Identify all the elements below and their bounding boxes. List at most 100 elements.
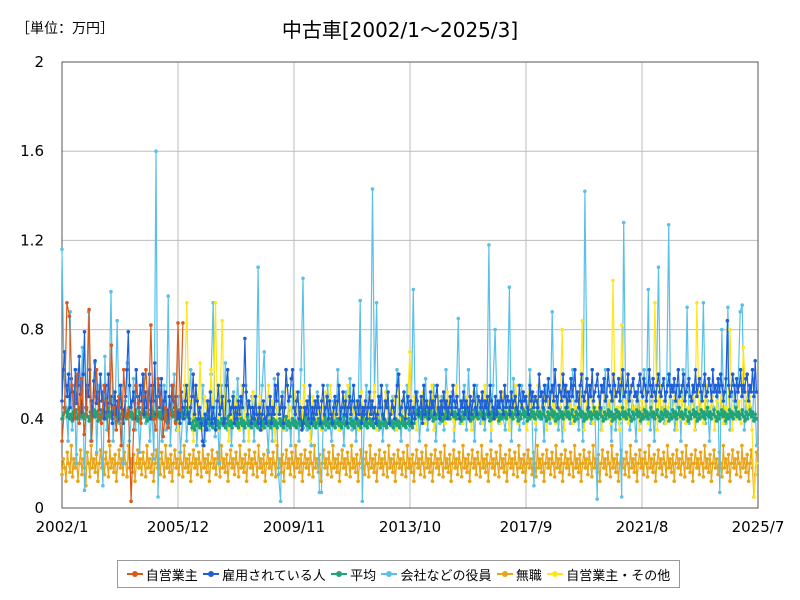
data-point — [642, 367, 646, 372]
data-point — [257, 394, 262, 399]
data-point — [368, 443, 372, 448]
data-point — [692, 414, 697, 419]
data-point — [518, 399, 523, 403]
data-point — [511, 417, 515, 421]
data-point — [537, 414, 541, 419]
data-point — [465, 394, 470, 399]
data-point — [374, 421, 378, 426]
legend-item: 雇用されている人 — [203, 565, 326, 584]
data-point — [475, 450, 480, 455]
data-point — [562, 461, 566, 466]
data-point — [230, 466, 234, 470]
data-point — [395, 367, 399, 372]
data-point — [351, 383, 356, 388]
data-point — [278, 499, 283, 504]
data-point — [562, 412, 567, 417]
data-point — [742, 428, 747, 432]
data-point — [645, 410, 649, 414]
data-point — [715, 394, 719, 399]
data-point — [323, 428, 328, 432]
data-point — [599, 383, 604, 388]
data-point — [444, 399, 449, 403]
data-point — [672, 414, 676, 419]
data-point — [430, 479, 435, 484]
data-point — [69, 412, 73, 417]
data-point — [298, 405, 303, 410]
y-tick-label: 0.8 — [20, 321, 44, 339]
data-point — [703, 372, 707, 377]
data-point — [742, 457, 747, 461]
data-point — [652, 390, 657, 394]
data-point — [316, 417, 321, 421]
data-point — [464, 399, 469, 403]
data-point — [692, 461, 696, 466]
data-point — [442, 417, 447, 421]
data-point — [480, 421, 485, 426]
data-point — [195, 472, 200, 477]
data-point — [153, 361, 157, 365]
data-point — [721, 443, 726, 448]
data-point — [191, 419, 196, 423]
data-point — [247, 423, 251, 428]
data-point — [517, 428, 522, 432]
data-point — [715, 399, 719, 403]
data-point — [434, 466, 439, 470]
data-point — [619, 383, 624, 388]
data-point — [547, 417, 551, 421]
data-point — [602, 410, 607, 414]
data-point — [354, 421, 358, 426]
data-point — [602, 376, 606, 381]
data-point — [94, 401, 99, 406]
data-point — [624, 383, 629, 388]
data-point — [555, 412, 559, 417]
data-point — [165, 466, 169, 470]
data-point — [455, 394, 459, 399]
data-point — [393, 479, 398, 484]
data-point — [525, 461, 529, 466]
data-point — [534, 412, 538, 417]
data-point — [408, 350, 412, 354]
data-point — [185, 301, 189, 305]
data-point — [656, 265, 661, 270]
data-point — [460, 405, 465, 410]
data-point — [676, 412, 680, 417]
data-point — [589, 394, 593, 399]
data-point — [577, 405, 581, 410]
data-point — [528, 383, 532, 388]
data-point — [331, 405, 336, 410]
data-point — [575, 417, 580, 421]
data-point — [629, 419, 634, 423]
data-point — [501, 412, 506, 417]
data-point — [650, 414, 654, 419]
data-point — [735, 414, 739, 419]
data-point — [280, 390, 285, 394]
data-point — [300, 479, 305, 484]
data-point — [278, 457, 282, 461]
data-point — [198, 425, 202, 430]
data-point — [718, 490, 722, 495]
data-point — [646, 287, 651, 292]
data-point — [533, 417, 537, 421]
data-point — [397, 425, 402, 430]
data-point — [641, 417, 645, 421]
data-point — [224, 452, 229, 457]
data-point — [718, 412, 723, 417]
data-point — [125, 367, 129, 372]
data-point — [649, 405, 653, 410]
data-point — [595, 497, 599, 501]
data-point — [498, 443, 503, 448]
data-point — [544, 448, 549, 452]
data-point — [656, 448, 661, 452]
data-point — [685, 305, 689, 310]
data-point — [198, 361, 202, 365]
data-point — [633, 412, 638, 417]
data-point — [440, 419, 444, 423]
data-point — [301, 276, 305, 281]
data-point — [671, 408, 675, 412]
data-point — [355, 399, 360, 403]
data-point — [364, 450, 368, 455]
data-point — [583, 189, 587, 194]
data-point — [356, 423, 361, 428]
data-point — [488, 419, 492, 423]
data-point — [585, 376, 589, 381]
